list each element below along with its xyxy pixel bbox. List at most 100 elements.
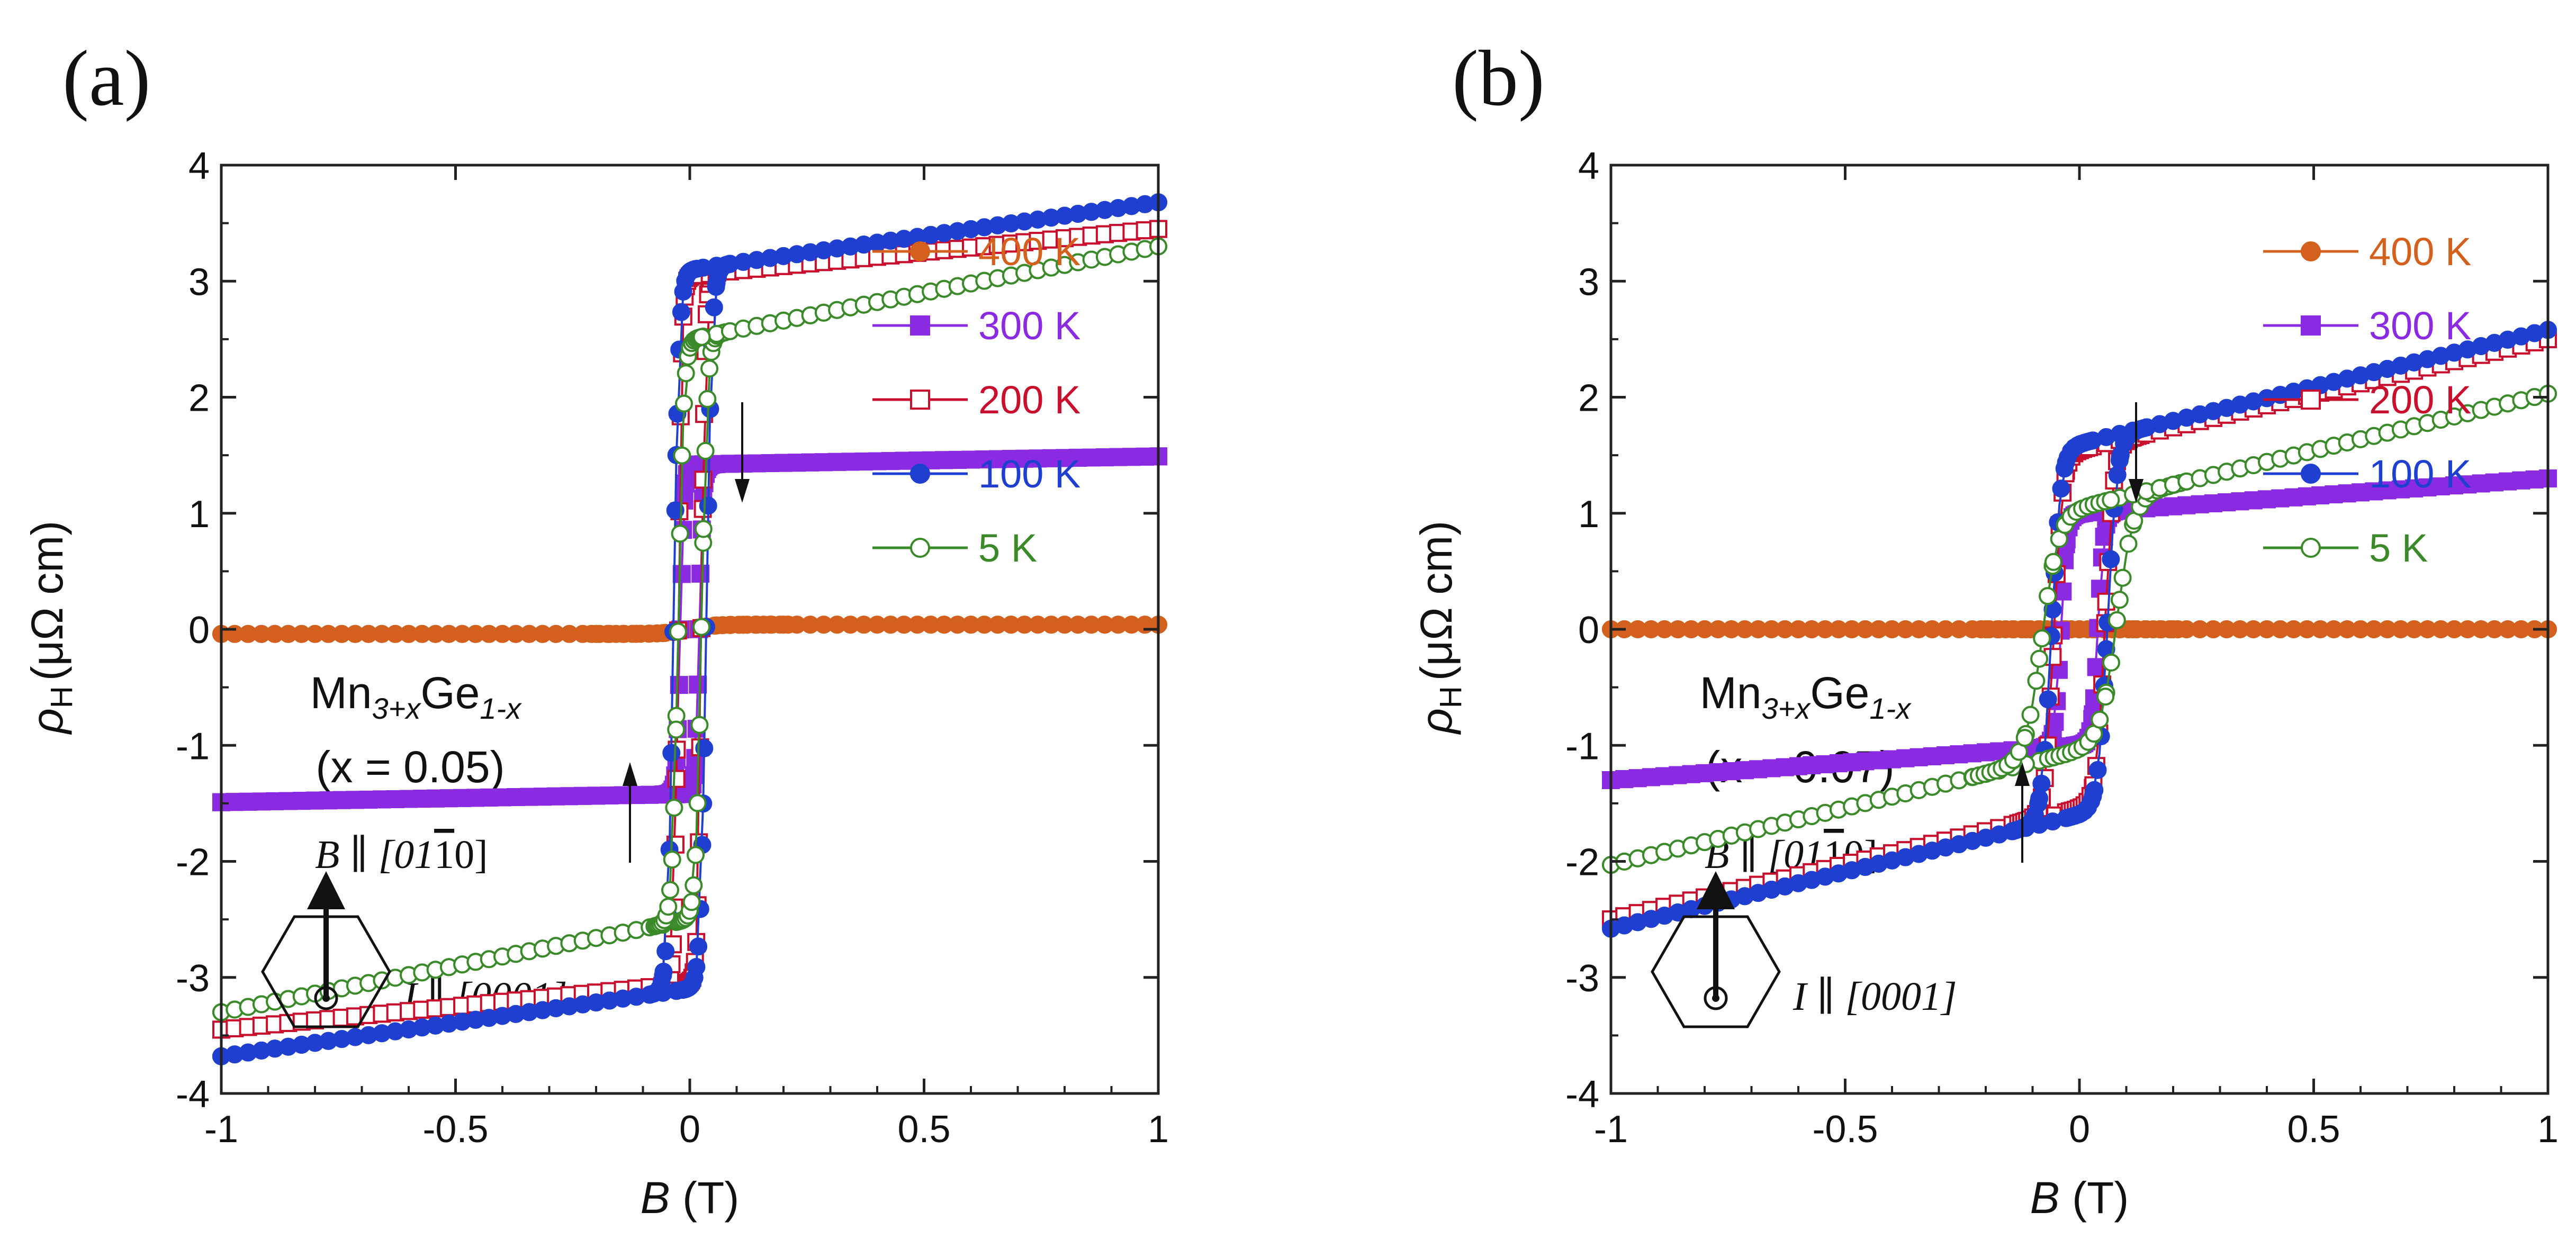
panel-a-ytick-label: 0 bbox=[188, 609, 210, 652]
panel-a-ytick-label: -1 bbox=[176, 725, 210, 767]
panel-a-legend-label: 400 K bbox=[978, 230, 1080, 274]
panel-b-data-point bbox=[2168, 620, 2187, 638]
panel-a-plot-area bbox=[212, 193, 1167, 1065]
panel-a-ytick-label: -2 bbox=[176, 842, 210, 884]
panel-b-data-point bbox=[2044, 553, 2062, 571]
panel-b-label: (b) bbox=[1452, 34, 1545, 122]
panel-a-legend-label: 100 K bbox=[978, 452, 1080, 496]
panel-a-data-point bbox=[672, 565, 691, 583]
panel-a-xtick-label: -1 bbox=[204, 1108, 238, 1151]
panel-b-current-label: I ∥ [0001] bbox=[1793, 974, 1957, 1019]
panel-a: (a) ρH (μΩ cm) B (T) Mn3+xGe1-x (x = 0.05… bbox=[22, 34, 1169, 1223]
panel-b-xlabel-unit: (T) bbox=[2072, 1173, 2129, 1223]
panel-b-data-point bbox=[2088, 761, 2107, 779]
panel-b-ytick-label: 4 bbox=[1578, 145, 1599, 187]
panel-a-compound-sub2: 1-x bbox=[480, 692, 522, 725]
panel-b-data-point bbox=[2107, 611, 2126, 629]
panel-a-data-point bbox=[694, 520, 713, 538]
panel-a-series-5k bbox=[212, 237, 1167, 1021]
panel-a-xtick-label: 1 bbox=[1148, 1108, 1169, 1151]
panel-b-ytick-label: -4 bbox=[1565, 1073, 1599, 1116]
panel-a-ylabel-symbol: ρ bbox=[22, 708, 72, 735]
panel-b-data-point bbox=[2021, 706, 2040, 724]
panel-b-data-point bbox=[2039, 690, 2057, 709]
panel-a-data-point bbox=[665, 799, 683, 817]
panel-a-data-point bbox=[667, 720, 686, 739]
panel-a-label: (a) bbox=[62, 34, 150, 122]
panel-b-data-point bbox=[2027, 672, 2046, 690]
panel-b-compound-main: Mn bbox=[1700, 668, 1762, 718]
panel-a-legend-marker bbox=[910, 538, 930, 558]
panel-b-ytick-label: -3 bbox=[1565, 957, 1599, 1000]
panel-a-data-point bbox=[688, 259, 706, 278]
panel-b-data-point bbox=[2096, 688, 2115, 706]
panel-a-data-point bbox=[699, 496, 717, 515]
panel-a-legend-label: 5 K bbox=[978, 526, 1037, 570]
panel-b-data-point bbox=[2015, 729, 2034, 747]
panel-b-ylabel: ρH (μΩ cm) bbox=[1411, 521, 1468, 735]
panel-a-data-point bbox=[672, 303, 690, 321]
panel-a-data-point bbox=[663, 851, 681, 869]
panel-b-compound-sub1: 3+x bbox=[1761, 692, 1811, 725]
panel-b-legend-label: 300 K bbox=[2369, 304, 2471, 348]
panel-b-legend-marker bbox=[2301, 315, 2321, 336]
panel-b-ytick-label: 2 bbox=[1578, 377, 1599, 420]
panel-b-data-point bbox=[2113, 568, 2132, 587]
panel-a-data-point bbox=[695, 739, 714, 757]
panel-b-xlabel: B (T) bbox=[2030, 1173, 2129, 1223]
panel-b-data-point bbox=[2102, 550, 2120, 568]
panel-a-series-100k bbox=[212, 193, 1167, 1065]
panel-a-data-point bbox=[687, 846, 705, 864]
panel-a-data-point bbox=[675, 394, 693, 413]
panel-a-xlabel-symbol: B bbox=[641, 1173, 670, 1223]
panel-a-data-point bbox=[656, 942, 675, 961]
panel-a-compound-sub1: 3+x bbox=[372, 692, 421, 725]
panel-b-compound-sub2: 1-x bbox=[1869, 692, 1912, 725]
panel-a-legend-marker bbox=[910, 241, 930, 261]
panel-b-data-point bbox=[2029, 794, 2048, 813]
panel-b-ytick-label: 1 bbox=[1578, 493, 1599, 536]
panel-a-legend-label: 300 K bbox=[978, 304, 1080, 348]
panel-b-data-point bbox=[2102, 491, 2120, 509]
panel-a-xtick-label: 0.5 bbox=[897, 1108, 950, 1151]
panel-a-field-label-bar: 1 bbox=[434, 833, 454, 877]
panel-a-data-point bbox=[692, 618, 711, 636]
panel-b-legend-label: 100 K bbox=[2369, 452, 2471, 496]
panel-a-ytick-label: 2 bbox=[188, 377, 210, 420]
panel-a-legend-label: 200 K bbox=[978, 378, 1080, 422]
panel-a-compound-mid: Ge bbox=[420, 668, 480, 718]
panel-b-data-point bbox=[2032, 774, 2051, 793]
panel-a-data-point bbox=[705, 298, 723, 316]
panel-b-plot-area bbox=[1602, 321, 2557, 938]
panel-b-legend: 400 K 300 K 200 K 100 K 5 K bbox=[2263, 230, 2471, 570]
panel-a-ytick-label: -3 bbox=[176, 957, 210, 1000]
panel-a-data-point bbox=[691, 564, 710, 583]
panel-a-data-point bbox=[661, 881, 679, 899]
panel-a-data-point bbox=[696, 441, 715, 460]
panel-b-ylabel-unit: (μΩ cm) bbox=[1411, 521, 1461, 681]
panel-b-series-400k bbox=[1602, 620, 2557, 638]
panel-a-data-point bbox=[700, 359, 718, 378]
panel-b-data-point bbox=[2091, 710, 2109, 729]
panel-b-data-point bbox=[2110, 591, 2129, 609]
panel-a-data-point bbox=[670, 676, 688, 694]
panel-a-compound: Mn3+xGe1-x bbox=[310, 668, 522, 725]
panel-a-data-point bbox=[669, 622, 687, 641]
panel-a-composition: (x = 0.05) bbox=[316, 742, 505, 792]
panel-a-field-label: B ∥ [0110] bbox=[315, 833, 488, 877]
panel-a-data-point bbox=[687, 958, 706, 976]
panel-a-series-400k bbox=[212, 616, 1167, 643]
panel-a-xlabel-unit: (T) bbox=[682, 1173, 739, 1223]
panel-a-xlabel: B (T) bbox=[641, 1173, 740, 1223]
panel-b-data-point bbox=[2052, 480, 2070, 498]
panel-a-ylabel: ρH (μΩ cm) bbox=[22, 521, 79, 735]
panel-a-legend: 400 K 300 K 200 K 100 K 5 K bbox=[872, 230, 1080, 570]
panel-a-data-point bbox=[779, 616, 797, 634]
panel-b-xtick-label: 1 bbox=[2537, 1108, 2559, 1151]
panel-b-legend-marker bbox=[2301, 241, 2321, 261]
panel-b-data-point bbox=[2102, 653, 2120, 672]
panel-a-data-point bbox=[659, 898, 678, 916]
panel-b-ytick-label: -1 bbox=[1565, 725, 1599, 767]
panel-a-ytick-label: -4 bbox=[176, 1073, 210, 1116]
